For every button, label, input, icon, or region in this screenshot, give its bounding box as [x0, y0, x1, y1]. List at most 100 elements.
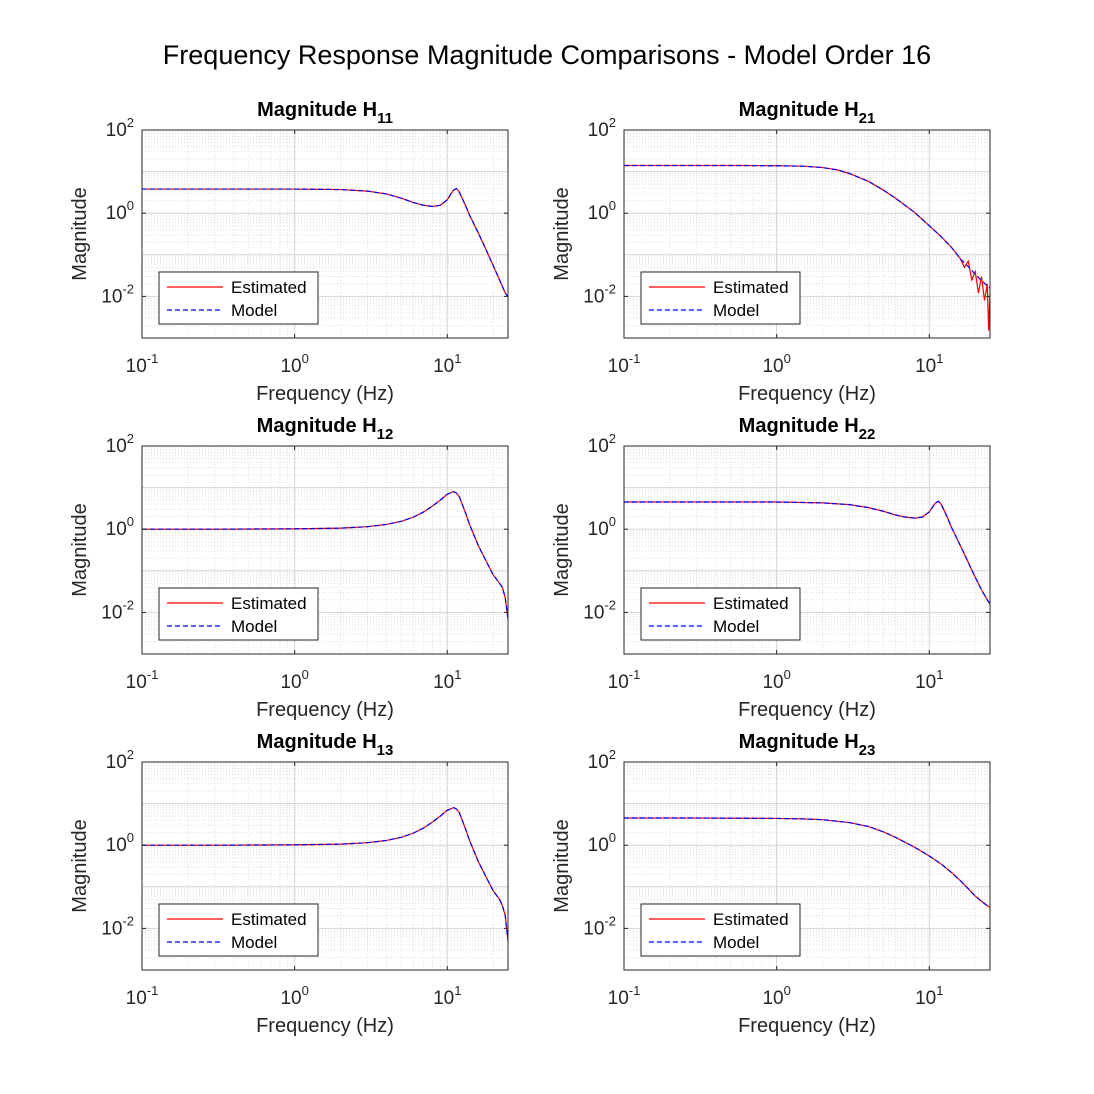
legend-box	[158, 271, 319, 325]
subplot-title: Magnitude H22	[739, 415, 876, 443]
y-tick-label: 100	[106, 830, 134, 856]
x-tick-label: 100	[280, 983, 308, 1009]
x-axis-label: Frequency (Hz)	[256, 1015, 394, 1037]
y-tick-label: 102	[588, 115, 616, 141]
legend: Estimated Model	[158, 903, 319, 957]
y-tick-label: 102	[106, 115, 134, 141]
legend-label: Model	[713, 617, 759, 636]
y-axis-label: Magnitude	[69, 187, 91, 280]
x-tick-label: 10-1	[608, 983, 641, 1009]
legend-label: Model	[231, 301, 277, 320]
x-axis-label: Frequency (Hz)	[738, 1015, 876, 1037]
y-tick-label: 102	[588, 431, 616, 457]
y-axis-label: Magnitude	[551, 819, 573, 912]
y-tick-label: 10-2	[583, 281, 616, 307]
series-line-model	[142, 806, 508, 941]
legend-label: Model	[713, 933, 759, 952]
figure-title: Frequency Response Magnitude Comparisons…	[163, 40, 931, 70]
axes-box	[141, 445, 509, 655]
legend-label: Model	[231, 933, 277, 952]
legend: Estimated Model	[158, 271, 319, 325]
legend-box	[640, 271, 801, 325]
y-tick-label: 10-2	[101, 281, 134, 307]
x-tick-label: 10-1	[608, 667, 641, 693]
series-line-model	[142, 490, 508, 619]
x-tick-label: 101	[433, 983, 461, 1009]
subplot-title: Magnitude H11	[257, 99, 393, 127]
legend-label: Estimated	[713, 278, 789, 297]
x-tick-label: 100	[762, 983, 790, 1009]
x-tick-label: 10-1	[126, 667, 159, 693]
legend: Estimated Model	[640, 271, 801, 325]
legend-label: Estimated	[231, 278, 307, 297]
legend: Estimated Model	[640, 587, 801, 641]
axes-box	[141, 129, 509, 339]
axes-box	[623, 129, 991, 339]
grid	[623, 130, 990, 339]
x-tick-label: 100	[762, 667, 790, 693]
x-tick-label: 101	[915, 351, 943, 377]
x-tick-label: 100	[762, 351, 790, 377]
series-line-model	[624, 817, 990, 908]
subplot-title: Magnitude H12	[257, 415, 394, 443]
y-axis-label: Magnitude	[551, 503, 573, 596]
y-tick-label: 100	[106, 198, 134, 224]
x-tick-label: 100	[280, 667, 308, 693]
y-tick-label: 100	[588, 198, 616, 224]
x-axis-label: Frequency (Hz)	[738, 699, 876, 721]
y-tick-label: 10-2	[583, 913, 616, 939]
subplot-title: Magnitude H13	[257, 731, 394, 759]
y-tick-label: 100	[106, 514, 134, 540]
legend-label: Model	[231, 617, 277, 636]
x-tick-label: 101	[433, 351, 461, 377]
series-line-model	[624, 164, 990, 289]
y-tick-label: 10-2	[101, 597, 134, 623]
y-axis-label: Magnitude	[551, 187, 573, 280]
subplot-1: 10-1 100 101 10-2 100 102 Frequency (Hz) Magnit…	[69, 99, 509, 405]
subplot-3: 10-1 100 101 10-2 100 102 Frequency (Hz) Magnit…	[69, 415, 509, 721]
subplot-title: Magnitude H21	[739, 99, 876, 127]
legend-label: Model	[713, 301, 759, 320]
x-tick-label: 101	[915, 667, 943, 693]
subplot-6: 10-1 100 101 10-2 100 102 Frequency (Hz) Magnit…	[551, 731, 991, 1037]
y-tick-label: 10-2	[583, 597, 616, 623]
y-axis-label: Magnitude	[69, 819, 91, 912]
x-tick-label: 101	[433, 667, 461, 693]
y-tick-label: 100	[588, 830, 616, 856]
series-line-model	[624, 500, 990, 605]
subplot-2: 10-1 100 101 10-2 100 102 Frequency (Hz) Magnit…	[551, 99, 991, 405]
axes-box	[141, 761, 509, 971]
x-axis-label: Frequency (Hz)	[256, 383, 394, 405]
axes-box	[623, 445, 991, 655]
legend: Estimated Model	[640, 903, 801, 957]
x-tick-label: 10-1	[608, 351, 641, 377]
x-axis-label: Frequency (Hz)	[256, 699, 394, 721]
x-tick-label: 101	[915, 983, 943, 1009]
subplot-5: 10-1 100 101 10-2 100 102 Frequency (Hz) Magnit…	[69, 731, 509, 1037]
series-line-model	[142, 187, 508, 297]
legend-box	[158, 903, 319, 957]
y-tick-label: 102	[588, 747, 616, 773]
legend-label: Estimated	[231, 594, 307, 613]
x-tick-label: 10-1	[126, 983, 159, 1009]
y-tick-label: 102	[106, 431, 134, 457]
y-tick-label: 102	[106, 747, 134, 773]
axes-box	[623, 761, 991, 971]
legend-label: Estimated	[231, 910, 307, 929]
subplot-4: 10-1 100 101 10-2 100 102 Frequency (Hz) Magnit…	[551, 415, 991, 721]
subplot-grid: 10-1 100 101 10-2 100 102 Frequency (Hz) Magnit…	[69, 99, 991, 1037]
legend-box	[640, 903, 801, 957]
legend-label: Estimated	[713, 594, 789, 613]
grid	[141, 446, 508, 655]
x-tick-label: 100	[280, 351, 308, 377]
y-tick-label: 100	[588, 514, 616, 540]
subplot-title: Magnitude H23	[739, 731, 876, 759]
y-axis-label: Magnitude	[69, 503, 91, 596]
legend-box	[158, 587, 319, 641]
legend: Estimated Model	[158, 587, 319, 641]
legend-label: Estimated	[713, 910, 789, 929]
legend-box	[640, 587, 801, 641]
x-axis-label: Frequency (Hz)	[738, 383, 876, 405]
x-tick-label: 10-1	[126, 351, 159, 377]
